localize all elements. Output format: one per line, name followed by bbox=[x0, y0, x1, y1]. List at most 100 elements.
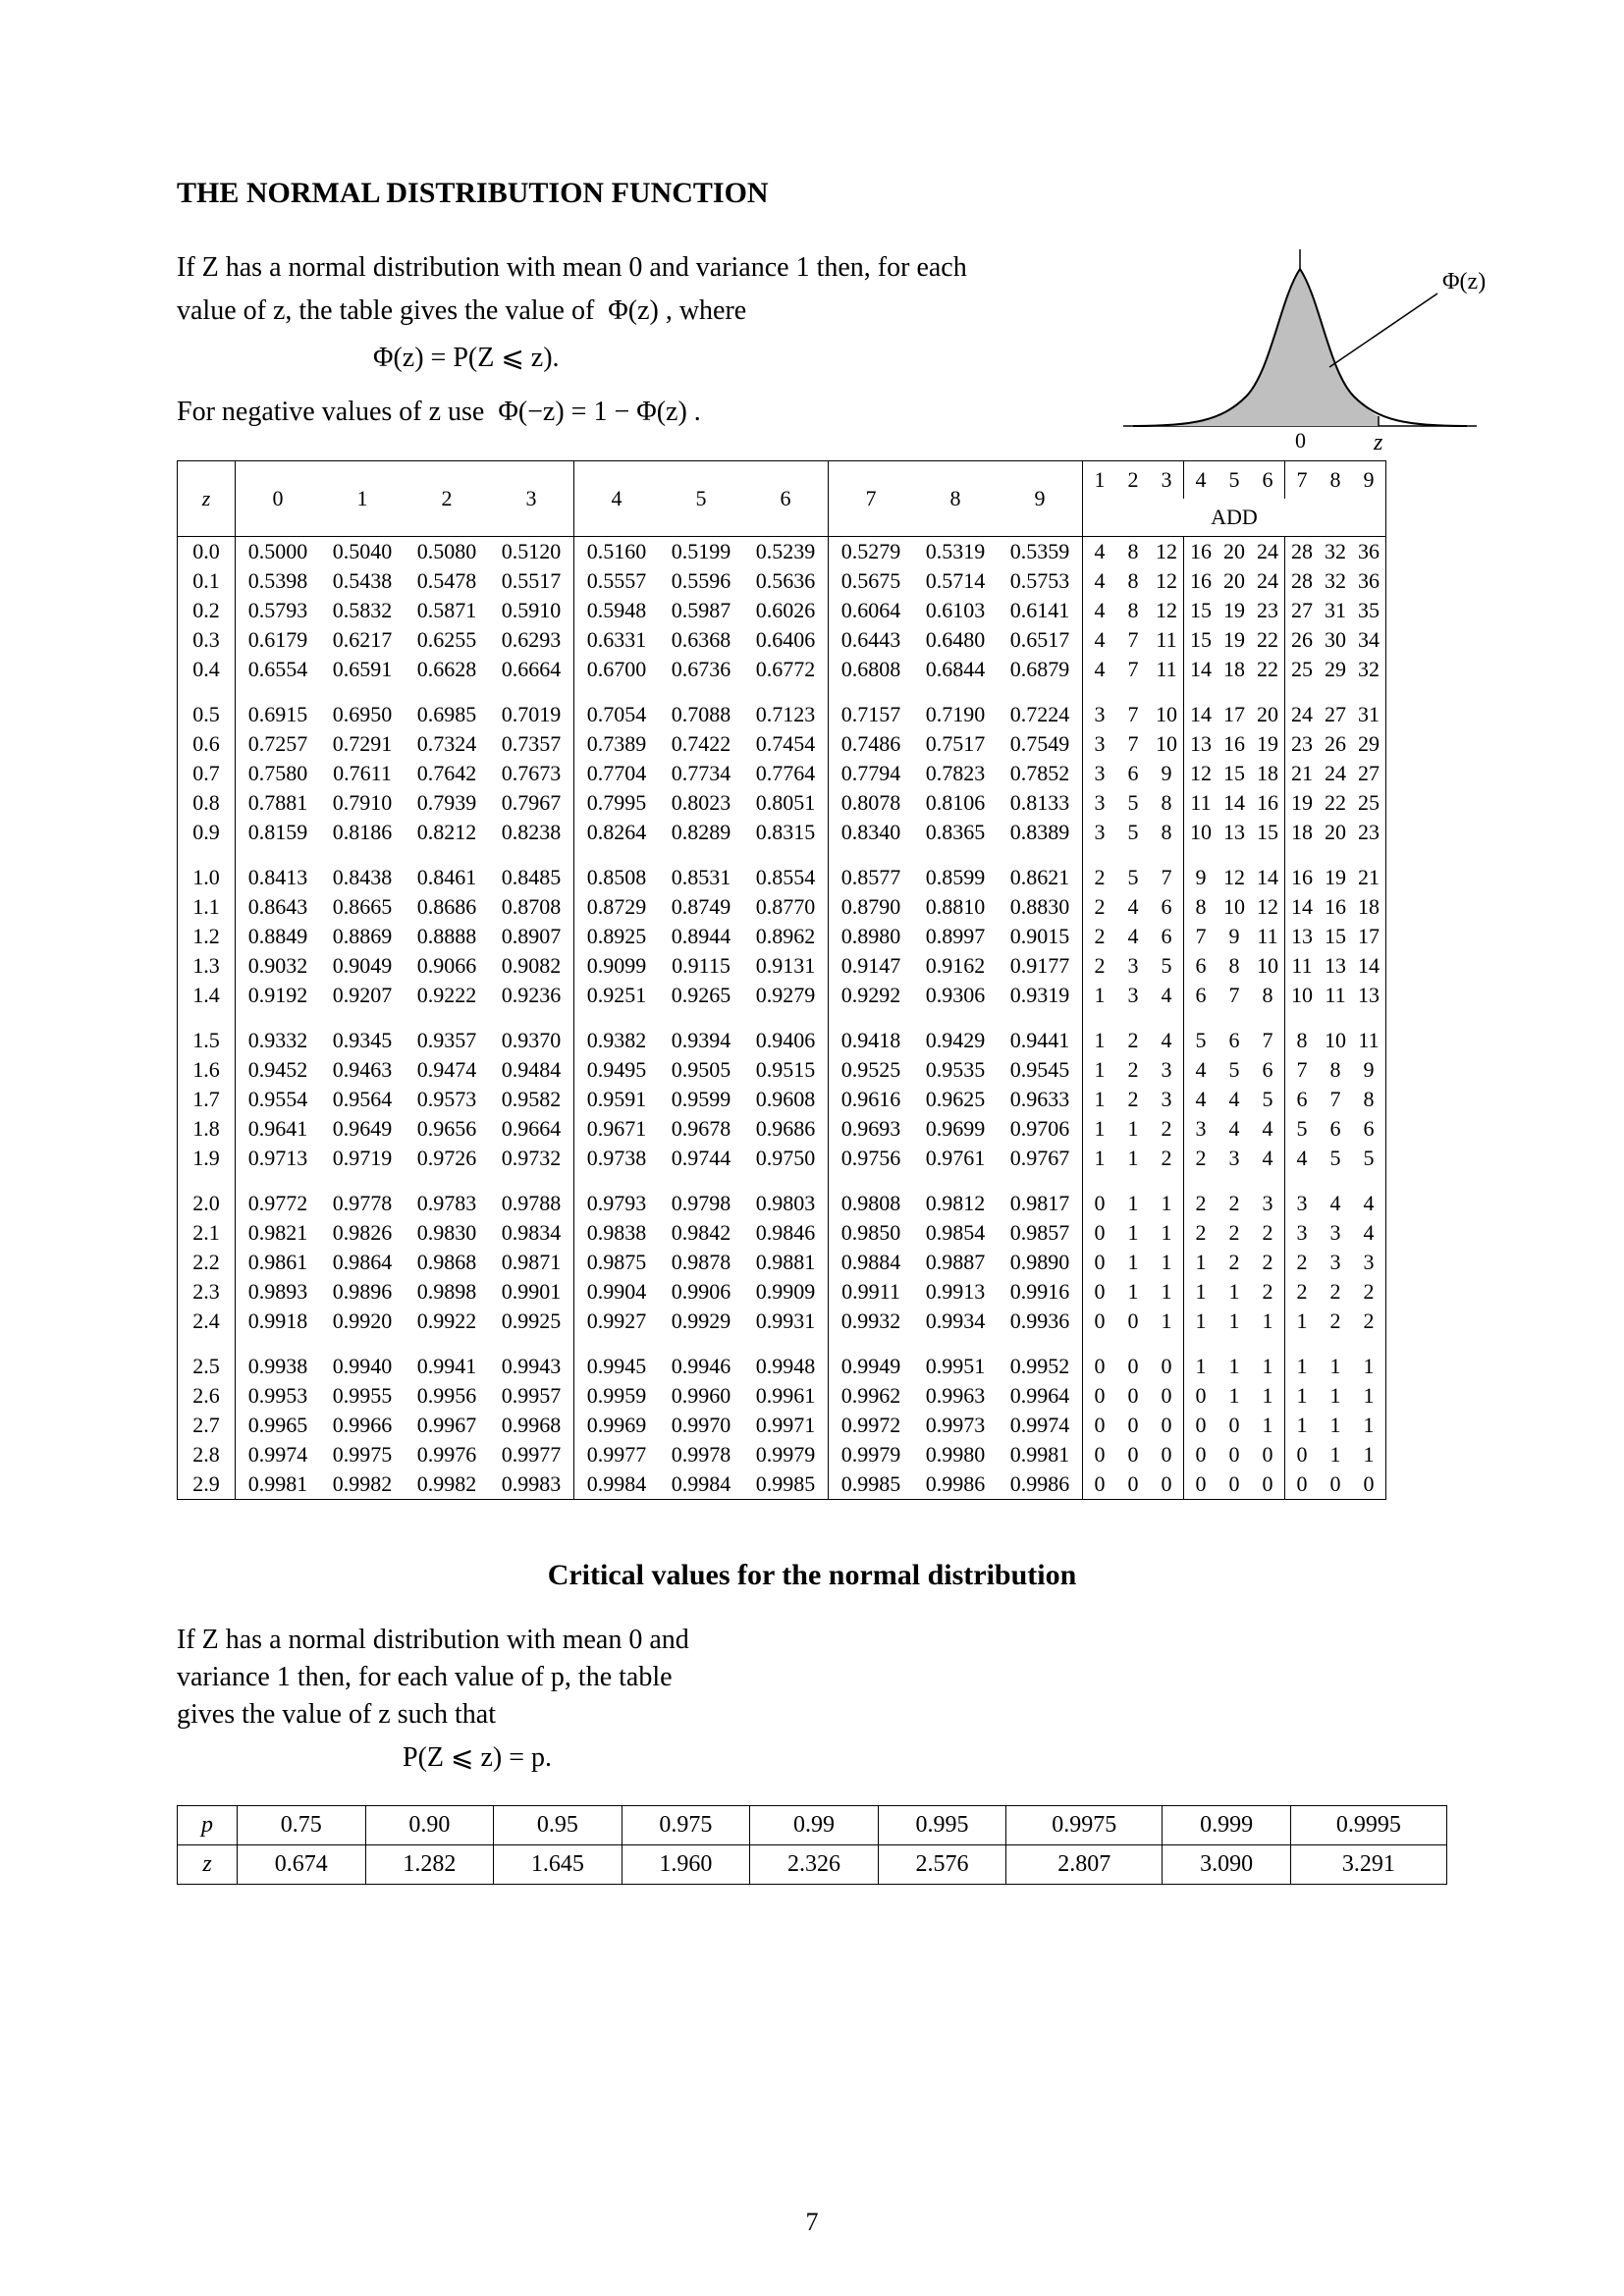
phi-value: 0.6217 bbox=[320, 625, 405, 655]
phi-value: 0.9131 bbox=[743, 951, 829, 981]
phi-add-value: 0 bbox=[1184, 1411, 1218, 1440]
phi-add-value: 1 bbox=[1150, 1218, 1184, 1248]
phi-value: 0.7704 bbox=[574, 759, 660, 788]
phi-value: 0.9931 bbox=[743, 1307, 829, 1336]
phi-add-value: 9 bbox=[1218, 922, 1251, 951]
phi-value: 0.9394 bbox=[659, 1026, 743, 1055]
phi-add-value: 1 bbox=[1184, 1277, 1218, 1307]
phi-add-value: 0 bbox=[1285, 1469, 1320, 1500]
phi-value: 0.6141 bbox=[998, 596, 1083, 625]
phi-add-value: 10 bbox=[1218, 892, 1251, 922]
phi-header-add-col: 8 bbox=[1319, 461, 1352, 500]
phi-z-label: Φ(z) bbox=[1442, 269, 1486, 294]
phi-add-value: 4 bbox=[1116, 892, 1150, 922]
phi-add-value: 12 bbox=[1150, 566, 1184, 596]
phi-value: 0.9846 bbox=[743, 1218, 829, 1248]
phi-value: 0.9953 bbox=[236, 1381, 321, 1411]
phi-add-value: 3 bbox=[1083, 788, 1117, 818]
phi-add-value: 21 bbox=[1352, 863, 1386, 892]
phi-add-value: 1 bbox=[1285, 1307, 1320, 1336]
phi-value: 0.9945 bbox=[574, 1352, 660, 1381]
phi-add-value: 14 bbox=[1184, 700, 1218, 729]
phi-add-value: 14 bbox=[1184, 655, 1218, 684]
phi-value: 0.9732 bbox=[489, 1144, 574, 1173]
phi-value: 0.9920 bbox=[320, 1307, 405, 1336]
crit-z-value: 2.326 bbox=[750, 1845, 879, 1885]
phi-add-value: 6 bbox=[1319, 1114, 1352, 1144]
phi-value: 0.9177 bbox=[998, 951, 1083, 981]
crit-p-value: 0.75 bbox=[238, 1806, 366, 1845]
phi-value: 0.9973 bbox=[913, 1411, 998, 1440]
crit-intro-2: variance 1 then, for each value of p, th… bbox=[177, 1659, 1447, 1696]
phi-add-value: 1 bbox=[1116, 1277, 1150, 1307]
phi-value: 0.9941 bbox=[405, 1352, 489, 1381]
phi-value: 0.6255 bbox=[405, 625, 489, 655]
phi-z-value: 2.1 bbox=[178, 1218, 236, 1248]
phi-add-value: 5 bbox=[1285, 1114, 1320, 1144]
phi-z-value: 0.5 bbox=[178, 700, 236, 729]
phi-add-value: 2 bbox=[1150, 1144, 1184, 1173]
phi-value: 0.7734 bbox=[659, 759, 743, 788]
phi-value: 0.9049 bbox=[320, 951, 405, 981]
phi-add-value: 4 bbox=[1083, 625, 1117, 655]
crit-z-value: 3.291 bbox=[1290, 1845, 1446, 1885]
phi-add-value: 2 bbox=[1116, 1055, 1150, 1085]
phi-value: 0.7939 bbox=[405, 788, 489, 818]
phi-add-value: 5 bbox=[1218, 1055, 1251, 1085]
crit-head-z: z bbox=[178, 1845, 238, 1885]
phi-value: 0.9890 bbox=[998, 1248, 1083, 1277]
phi-add-value: 23 bbox=[1352, 818, 1386, 847]
phi-add-value: 5 bbox=[1251, 1085, 1285, 1114]
phi-add-value: 6 bbox=[1218, 1026, 1251, 1055]
phi-add-value: 10 bbox=[1251, 951, 1285, 981]
phi-value: 0.9985 bbox=[829, 1469, 914, 1500]
phi-add-value: 2 bbox=[1184, 1218, 1218, 1248]
phi-add-value: 2 bbox=[1352, 1307, 1386, 1336]
phi-value: 0.9904 bbox=[574, 1277, 660, 1307]
phi-value: 0.9616 bbox=[829, 1085, 914, 1114]
phi-z-value: 2.8 bbox=[178, 1440, 236, 1469]
phi-value: 0.7881 bbox=[236, 788, 321, 818]
phi-add-value: 2 bbox=[1116, 1026, 1150, 1055]
phi-value: 0.6026 bbox=[743, 596, 829, 625]
phi-value: 0.9750 bbox=[743, 1144, 829, 1173]
phi-value: 0.9633 bbox=[998, 1085, 1083, 1114]
phi-value: 0.9909 bbox=[743, 1277, 829, 1307]
phi-add-value: 3 bbox=[1116, 951, 1150, 981]
phi-add-value: 1 bbox=[1083, 1055, 1117, 1085]
phi-value: 0.5160 bbox=[574, 537, 660, 567]
phi-add-value: 4 bbox=[1083, 655, 1117, 684]
phi-value: 0.9955 bbox=[320, 1381, 405, 1411]
phi-add-value: 0 bbox=[1116, 1352, 1150, 1381]
phi-value: 0.6064 bbox=[829, 596, 914, 625]
phi-add-value: 7 bbox=[1218, 981, 1251, 1010]
phi-add-value: 0 bbox=[1083, 1352, 1117, 1381]
phi-value: 0.9066 bbox=[405, 951, 489, 981]
phi-add-value: 9 bbox=[1184, 863, 1218, 892]
phi-add-value: 19 bbox=[1285, 788, 1320, 818]
phi-add-value: 8 bbox=[1285, 1026, 1320, 1055]
phi-value: 0.7088 bbox=[659, 700, 743, 729]
phi-add-value: 16 bbox=[1285, 863, 1320, 892]
critical-values-title: Critical values for the normal distribut… bbox=[177, 1559, 1447, 1592]
phi-value: 0.6368 bbox=[659, 625, 743, 655]
phi-value: 0.7190 bbox=[913, 700, 998, 729]
phi-header-col: 4 bbox=[574, 461, 660, 537]
phi-header-col: 9 bbox=[998, 461, 1083, 537]
phi-value: 0.5987 bbox=[659, 596, 743, 625]
phi-value: 0.7157 bbox=[829, 700, 914, 729]
phi-value: 0.9738 bbox=[574, 1144, 660, 1173]
phi-value: 0.9382 bbox=[574, 1026, 660, 1055]
phi-value: 0.9976 bbox=[405, 1440, 489, 1469]
phi-value: 0.8315 bbox=[743, 818, 829, 847]
phi-add-value: 24 bbox=[1251, 537, 1285, 567]
phi-add-value: 0 bbox=[1319, 1469, 1352, 1500]
phi-add-value: 30 bbox=[1319, 625, 1352, 655]
phi-add-value: 1 bbox=[1184, 1307, 1218, 1336]
phi-value: 0.6591 bbox=[320, 655, 405, 684]
phi-value: 0.8340 bbox=[829, 818, 914, 847]
phi-add-value: 2 bbox=[1218, 1218, 1251, 1248]
phi-add-value: 7 bbox=[1116, 729, 1150, 759]
phi-value: 0.8577 bbox=[829, 863, 914, 892]
phi-value: 0.9693 bbox=[829, 1114, 914, 1144]
